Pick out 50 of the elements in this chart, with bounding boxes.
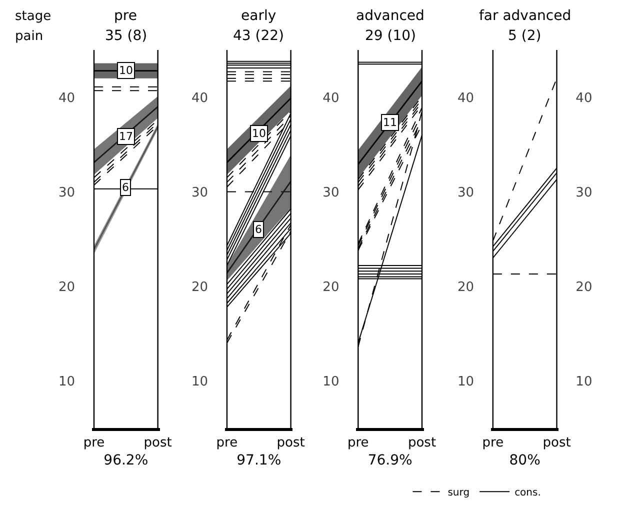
chart-subtitle: 5 (2) bbox=[508, 28, 542, 44]
text: stage bbox=[15, 9, 52, 24]
y-tick-label: 30 bbox=[457, 185, 474, 200]
annotation: 10 bbox=[119, 64, 133, 77]
x-axis-title: 97.1% bbox=[236, 452, 282, 469]
chart-title: far advanced bbox=[479, 8, 572, 24]
annotation: 17 bbox=[119, 130, 133, 143]
y2-tick-label: 10 bbox=[576, 374, 592, 390]
x-axis-title: 96.2% bbox=[104, 452, 148, 469]
x-tick-label: post bbox=[542, 435, 571, 450]
chart-title: pre bbox=[114, 8, 137, 24]
y-tick-label: 30 bbox=[322, 185, 340, 200]
y-tick-label: 40 bbox=[457, 90, 474, 106]
text: pain bbox=[15, 29, 44, 44]
y-tick-label: 20 bbox=[322, 280, 340, 295]
chart-subtitle: 43 (22) bbox=[233, 28, 284, 44]
x-tick-label: pre bbox=[216, 435, 238, 450]
annotation: 11 bbox=[383, 116, 397, 129]
y-tick-label: 20 bbox=[58, 280, 76, 295]
x-tick-label: post bbox=[144, 435, 172, 450]
legend-label: surg bbox=[448, 488, 470, 499]
y-tick-label: 10 bbox=[322, 374, 340, 390]
y-tick-label: 10 bbox=[191, 374, 208, 390]
y2-tick-label: 20 bbox=[576, 280, 592, 295]
x-tick-label: pre bbox=[83, 435, 105, 450]
y-tick-label: 10 bbox=[58, 374, 76, 390]
chart-title: advanced bbox=[356, 8, 424, 24]
y-tick-label: 40 bbox=[58, 90, 76, 106]
chart-subtitle: 29 (10) bbox=[365, 28, 416, 44]
y2-tick-label: 30 bbox=[576, 185, 592, 200]
y-tick-label: 20 bbox=[191, 280, 208, 295]
y2-tick-label: 40 bbox=[576, 90, 592, 106]
x-tick-label: pre bbox=[347, 435, 369, 450]
x-axis-title: 76.9% bbox=[368, 452, 412, 469]
y-tick-label: 30 bbox=[191, 185, 208, 200]
x-tick-label: pre bbox=[482, 435, 504, 450]
chart-subtitle: 35 (8) bbox=[105, 28, 148, 44]
y-tick-label: 30 bbox=[58, 185, 76, 200]
annotation: 10 bbox=[252, 127, 266, 140]
x-axis-title: 80% bbox=[509, 452, 540, 469]
chart-title: early bbox=[241, 8, 276, 24]
legend-label: cons. bbox=[514, 488, 541, 499]
annotation: 6 bbox=[122, 181, 129, 194]
y-tick-label: 40 bbox=[191, 90, 208, 106]
x-tick-label: post bbox=[408, 435, 436, 450]
x-tick-label: post bbox=[276, 435, 305, 450]
y-tick-label: 20 bbox=[457, 280, 474, 295]
y-tick-label: 40 bbox=[322, 90, 340, 106]
annotation: 6 bbox=[255, 223, 262, 236]
y-tick-label: 10 bbox=[457, 374, 474, 390]
